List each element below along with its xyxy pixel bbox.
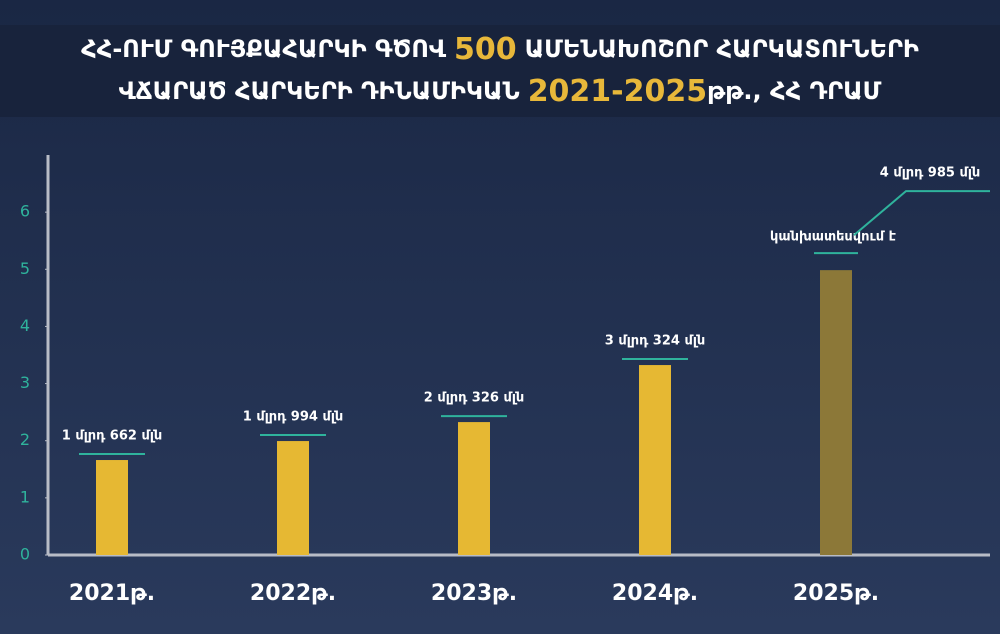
y-tick-label: 1 xyxy=(20,487,30,506)
y-tick-label: 5 xyxy=(20,259,30,278)
data-label: 1 մլրդ 994 մլն xyxy=(243,410,343,425)
x-tick-label: 2025թ. xyxy=(793,581,879,606)
title-part: թթ., ՀՀ ԴՐԱՄ xyxy=(707,77,882,105)
x-tick-label: 2021թ. xyxy=(69,581,155,606)
bar xyxy=(820,270,852,555)
annotation: կանխատեսվում է xyxy=(770,230,896,245)
y-tick-label: 4 xyxy=(20,316,30,335)
title-part: ՀՀ-ՈՒՄ ԳՈՒՅՔԱՀԱՐԿԻ ԳԾՈՎ xyxy=(81,35,447,63)
bar xyxy=(639,365,671,555)
bar xyxy=(277,441,309,555)
title-highlight: 500 xyxy=(454,32,517,67)
title-band xyxy=(0,25,1000,117)
data-label: 3 մլրդ 324 մլն xyxy=(605,334,705,349)
title-part: ՎՃԱՐԱԾ ՀԱՐԿԵՐԻ ԴԻՆԱՄԻԿԱՆ xyxy=(119,77,520,105)
title-line: ՀՀ-ՈՒՄ ԳՈՒՅՔԱՀԱՐԿԻ ԳԾՈՎ 500 ԱՄԵՆԱԽՈՇՈՐ ՀԱՐ… xyxy=(81,32,919,67)
bar xyxy=(458,422,490,555)
title-part: ԱՄԵՆԱԽՈՇՈՐ ՀԱՐԿԱՏՈՒՆԵՐԻ xyxy=(525,35,919,63)
x-tick-label: 2024թ. xyxy=(612,581,698,606)
y-tick-label: 0 xyxy=(20,545,30,564)
y-tick-label: 3 xyxy=(20,373,30,392)
bar xyxy=(96,460,128,555)
y-tick-label: 6 xyxy=(20,202,30,221)
x-tick-label: 2022թ. xyxy=(250,581,336,606)
title-line: ՎՃԱՐԱԾ ՀԱՐԿԵՐԻ ԴԻՆԱՄԻԿԱՆ 2021-2025թթ., ՀՀ… xyxy=(119,74,882,109)
y-tick-label: 2 xyxy=(20,430,30,449)
data-label: 4 մլրդ 985 մլն xyxy=(880,166,980,181)
data-label: 1 մլրդ 662 մլն xyxy=(62,429,162,444)
data-label: 2 մլրդ 326 մլն xyxy=(424,391,524,406)
x-tick-label: 2023թ. xyxy=(431,581,517,606)
title-highlight: 2021-2025 xyxy=(528,74,707,109)
leader-line xyxy=(853,190,990,236)
